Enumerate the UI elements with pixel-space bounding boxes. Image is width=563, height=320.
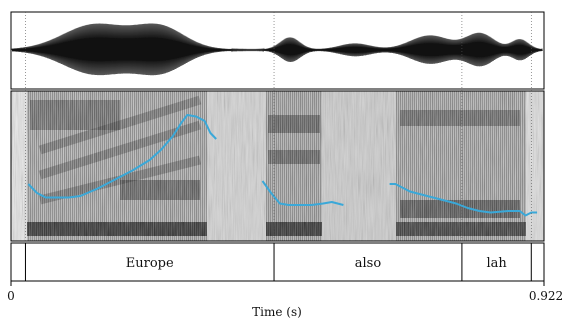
spectrogram-panel	[10, 90, 545, 242]
axis-start-label: 0	[7, 289, 15, 303]
voicing-striations	[396, 91, 526, 241]
interval-label: lah	[486, 256, 507, 271]
interval-label: Europe	[126, 256, 174, 271]
voicing-striations	[27, 91, 207, 241]
interval-boundaries	[24, 12, 532, 281]
textgrid-tier: Europe also lah	[10, 12, 545, 282]
waveform-trace	[11, 23, 543, 76]
pitch-segment	[27, 114, 217, 199]
pitch-segment	[261, 180, 344, 206]
interval-labels: Europe also lah	[126, 256, 508, 271]
pitch-track	[27, 114, 538, 217]
voicing-striations	[266, 91, 322, 241]
interval-label: also	[355, 256, 382, 271]
time-axis: 0 0.922 Time (s)	[7, 281, 563, 319]
waveform-panel	[10, 11, 545, 90]
axis-title: Time (s)	[252, 305, 302, 319]
pitch-segment	[389, 183, 538, 217]
axis-end-label: 0.922	[529, 289, 563, 303]
